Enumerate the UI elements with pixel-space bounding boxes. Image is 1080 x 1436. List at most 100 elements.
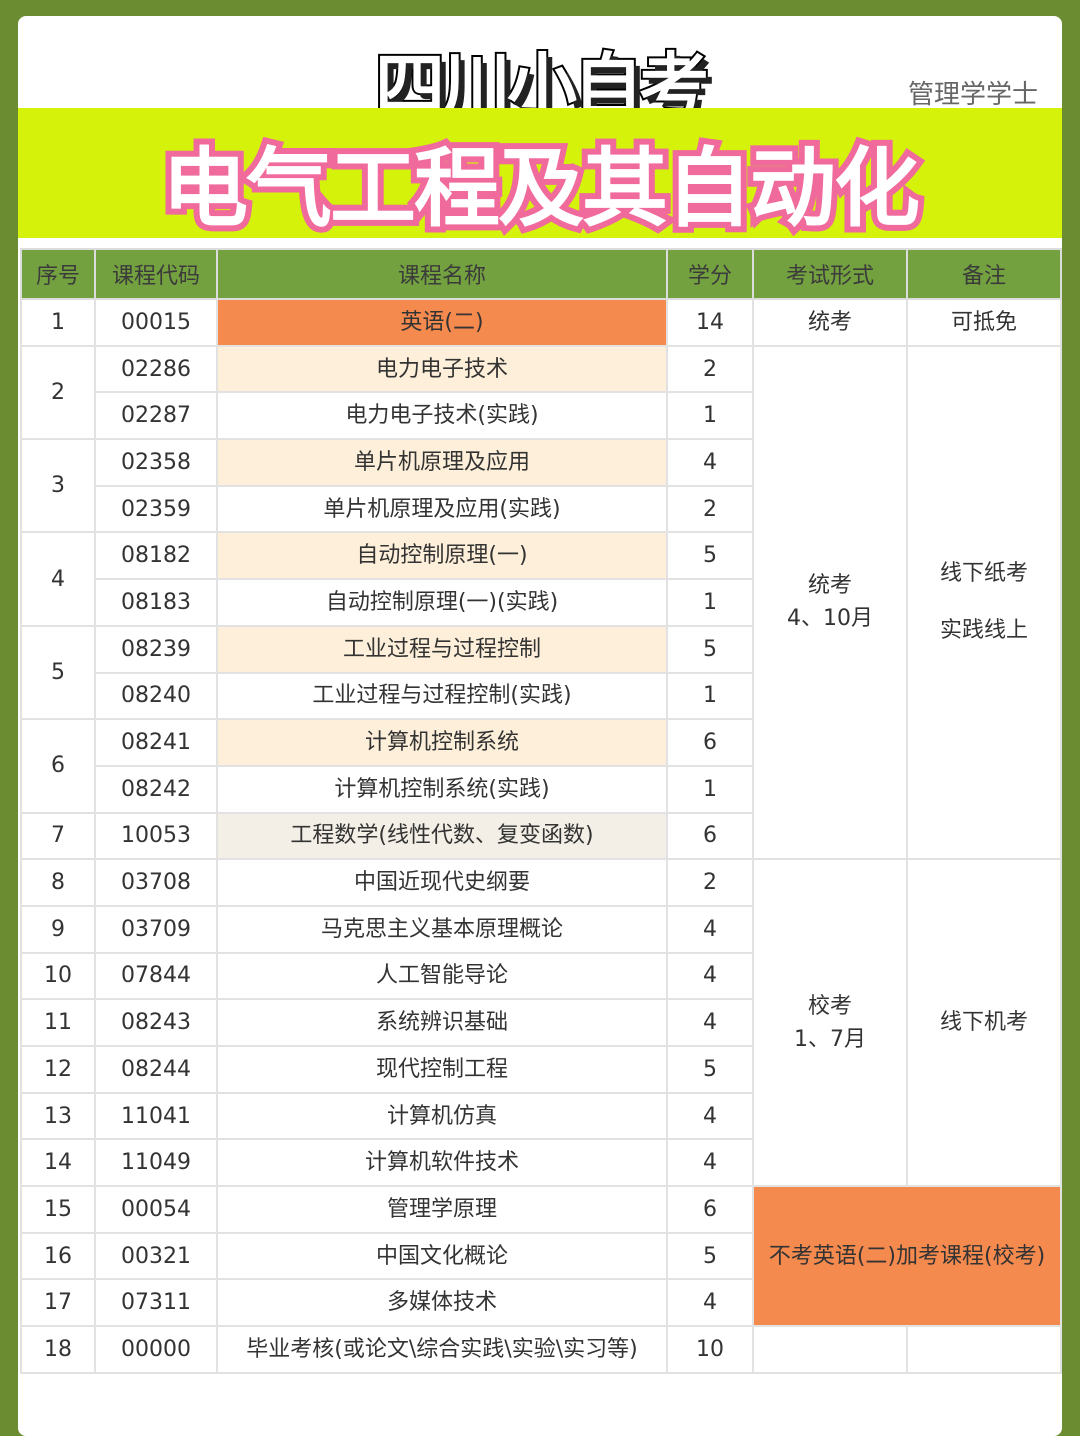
seq-cell: 7 (20, 811, 96, 861)
credit-cell: 5 (666, 1045, 754, 1094)
credit-cell: 6 (666, 811, 754, 861)
table-row: 6 08241 计算机控制系统 6 (20, 718, 1061, 814)
credit-cell: 4 (666, 438, 754, 487)
major-title: 电气工程及其自动化 (156, 133, 926, 245)
code-cell: 02358 (94, 438, 218, 487)
remark-cell: 可抵免 (906, 298, 1062, 347)
header-remark: 备注 (906, 248, 1062, 300)
code-cell: 10053 (94, 811, 218, 861)
exam-line: 1、7月 (794, 1026, 866, 1052)
remark-line: 可抵免 (950, 309, 1017, 335)
code-cell: 08242 (94, 764, 218, 814)
table-row: 02287 电力电子技术(实践) 1 (21, 391, 1061, 441)
name-cell: 单片机原理及应用 (216, 438, 668, 487)
header-name: 课程名称 (216, 248, 668, 300)
seq-cell: 6 (20, 718, 96, 814)
credit-cell: 4 (666, 1138, 754, 1188)
exam-line: 统考 (807, 573, 852, 599)
seq-cell: 8 (20, 858, 96, 907)
code-cell: 11041 (94, 1091, 218, 1141)
code-cell: 07844 (94, 951, 218, 1001)
remark-cell (906, 1325, 1062, 1374)
code-cell: 00321 (94, 1231, 218, 1281)
table-row: 9 03709 马克思主义基本原理概论 4 (20, 904, 1061, 954)
name-cell: 毕业考核(或论文\综合实践\实验\实习等) (216, 1325, 668, 1374)
credit-cell: 4 (666, 951, 754, 1001)
degree-label: 管理学学士 (907, 80, 1038, 110)
code-cell: 08241 (94, 718, 218, 767)
name-cell: 多媒体技术 (216, 1278, 668, 1328)
seq-cell: 15 (20, 1185, 96, 1234)
table-row: 5 08239 工业过程与过程控制 5 (20, 624, 1061, 721)
credit-cell: 1 (666, 764, 754, 814)
seq-cell: 3 (20, 438, 96, 534)
course-table: 序号 课程代码 课程名称 学分 考试形式 备注 1 00015 英语(二) 14 统考可… (20, 248, 1062, 1374)
table-row: 18 00000 毕业考核(或论文\综合实践\实验\实习等) 10 (20, 1325, 1062, 1374)
name-cell: 工业过程与过程控制(实践) (216, 671, 668, 721)
credit-cell: 1 (666, 671, 754, 721)
credit-cell: 1 (666, 391, 754, 441)
credit-cell: 6 (666, 718, 754, 767)
code-cell: 08182 (94, 531, 218, 581)
seq-cell: 5 (20, 624, 96, 721)
remark-cell: 线下纸考 实践线上 (906, 344, 1062, 861)
seq-cell: 17 (20, 1278, 96, 1328)
header-credit: 学分 (666, 248, 754, 300)
extra-course-note: 不考英语(二)加考课程(校考) (752, 1185, 1062, 1328)
exam-line: 4、10月 (787, 606, 873, 632)
name-cell: 计算机控制系统 (216, 718, 668, 767)
code-cell: 00054 (94, 1185, 218, 1234)
name-cell: 自动控制原理(一) (216, 531, 668, 581)
name-cell: 计算机仿真 (216, 1091, 668, 1141)
credit-cell: 2 (666, 484, 754, 534)
name-cell: 英语(二) (216, 298, 668, 347)
seq-cell: 10 (20, 951, 96, 1001)
table-row: 7 10053 工程数学(线性代数、复变函数) 6 (20, 811, 1061, 861)
table-row: 17 07311 多媒体技术 4 (20, 1278, 1061, 1328)
exam-cell: 校考 1、7月 (752, 858, 908, 1188)
code-cell: 02286 (94, 344, 218, 394)
code-cell: 03709 (94, 904, 218, 954)
table-row: 16 00321 中国文化概论 5 (20, 1231, 1061, 1281)
name-cell: 现代控制工程 (216, 1045, 668, 1094)
name-cell: 系统辨识基础 (216, 998, 668, 1047)
table-row: 02359 单片机原理及应用(实践) 2 (21, 484, 1061, 534)
credit-cell: 1 (666, 578, 754, 627)
table-row: 1 00015 英语(二) 14 统考 可抵免 (20, 298, 1062, 347)
credit-cell: 4 (666, 1278, 754, 1328)
remark-line: 线下机考 (939, 1010, 1028, 1036)
remark-cell: 线下机考 (906, 858, 1062, 1188)
table-row: 14 11049 计算机软件技术 4 (20, 1138, 1061, 1188)
table-row: 15 00054 管理学原理 6 不考英语(二)加考课程(校考) (20, 1185, 1062, 1328)
name-cell: 马克思主义基本原理概论 (216, 904, 668, 954)
name-cell: 工程数学(线性代数、复变函数) (216, 811, 668, 861)
credit-cell: 2 (666, 858, 754, 907)
seq-cell: 12 (20, 1045, 96, 1094)
seq-cell: 9 (20, 904, 96, 954)
code-cell: 00015 (94, 298, 218, 347)
seq-cell: 18 (20, 1325, 96, 1374)
exam-cell: 统考 4、10月 (752, 344, 908, 861)
code-cell: 03708 (94, 858, 218, 907)
name-cell: 管理学原理 (216, 1185, 668, 1234)
credit-cell: 6 (666, 1185, 754, 1234)
seq-cell: 13 (20, 1091, 96, 1141)
name-cell: 计算机软件技术 (216, 1138, 668, 1188)
table-row: 4 08182 自动控制原理(一) 5 (20, 531, 1061, 627)
header-exam: 考试形式 (752, 248, 908, 300)
seq-cell: 4 (20, 531, 96, 627)
code-cell: 07311 (94, 1278, 218, 1328)
credit-cell: 4 (666, 904, 754, 954)
name-cell: 中国文化概论 (216, 1231, 668, 1281)
credit-cell: 4 (666, 1091, 754, 1141)
table-row: 11 08243 系统辨识基础 4 (20, 998, 1061, 1047)
credit-cell: 2 (666, 344, 754, 394)
name-cell: 电力电子技术 (216, 344, 668, 394)
code-cell: 11049 (94, 1138, 218, 1188)
name-cell: 工业过程与过程控制 (216, 624, 668, 674)
name-cell: 电力电子技术(实践) (216, 391, 668, 441)
table-body: 1 00015 英语(二) 14 统考 可抵免 2 02286 电力电子技术 2 统考 4、10月 线下… (20, 298, 1062, 1374)
credit-cell: 4 (666, 998, 754, 1047)
name-cell: 人工智能导论 (216, 951, 668, 1001)
seq-cell: 16 (20, 1231, 96, 1281)
